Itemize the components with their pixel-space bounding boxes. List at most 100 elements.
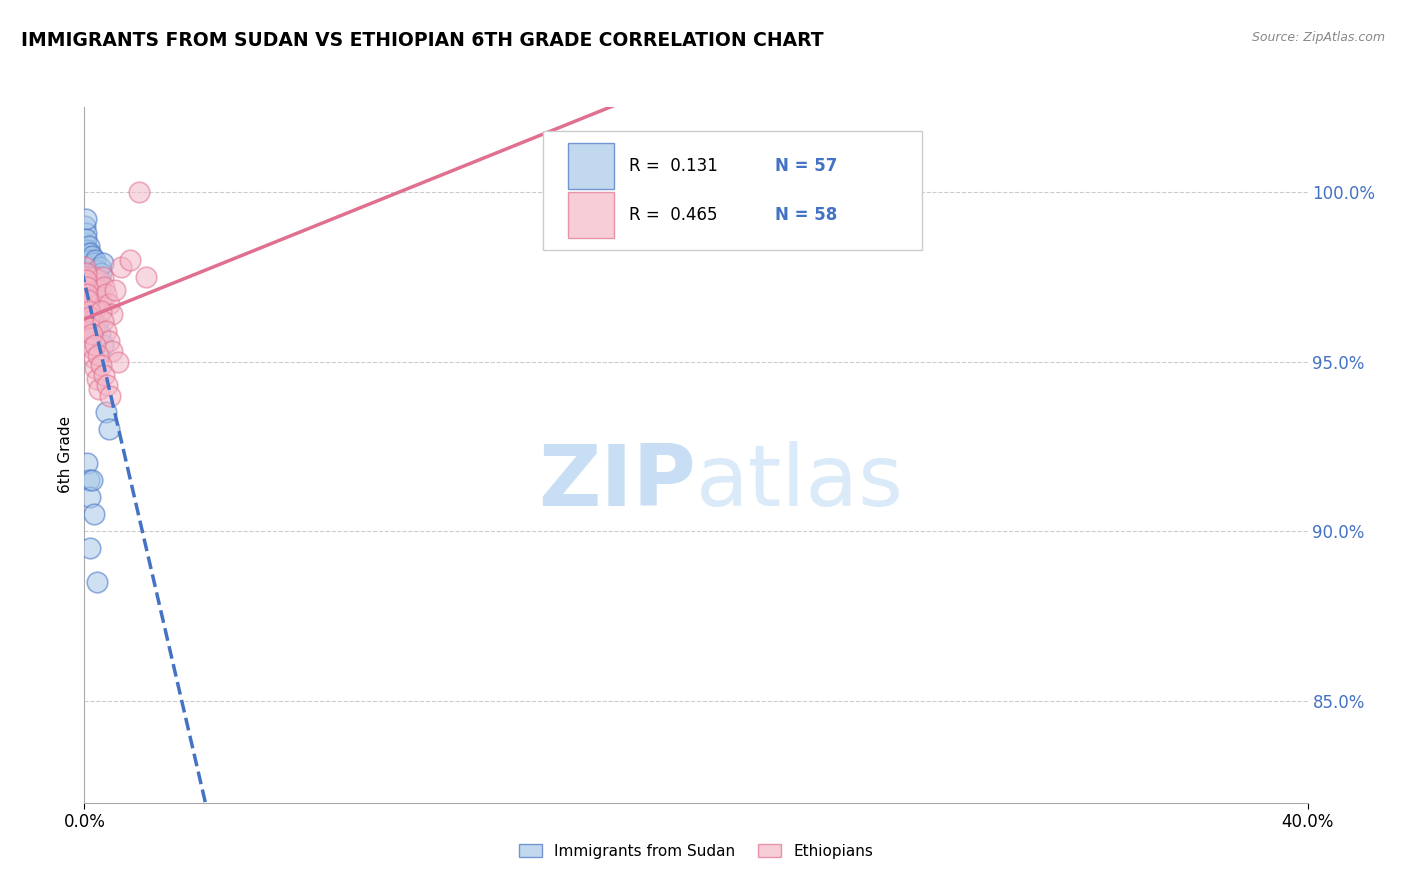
- Point: [76, 293, 98, 308]
- Point: [76, 310, 98, 325]
- Point: [75, 293, 97, 308]
- Text: R =  0.465: R = 0.465: [628, 206, 717, 224]
- Point: [79, 269, 101, 284]
- Point: [89, 283, 111, 297]
- Point: [80, 327, 103, 342]
- Point: [76, 280, 98, 294]
- Point: [79, 252, 101, 267]
- Point: [97, 334, 120, 349]
- Point: [75, 212, 97, 227]
- Point: [82, 341, 104, 355]
- Point: [76, 293, 98, 308]
- Point: [75, 260, 97, 274]
- Point: [83, 320, 105, 334]
- Point: [107, 354, 129, 368]
- Y-axis label: 6th Grade: 6th Grade: [58, 417, 73, 493]
- Point: [83, 256, 105, 270]
- Point: [90, 266, 112, 280]
- Point: [79, 277, 101, 291]
- Point: [84, 252, 107, 267]
- Point: [93, 280, 115, 294]
- Point: [76, 286, 98, 301]
- Point: [79, 277, 101, 291]
- Bar: [568, 193, 614, 237]
- Text: atlas: atlas: [696, 442, 904, 524]
- Point: [91, 314, 114, 328]
- Point: [97, 422, 120, 436]
- Point: [77, 293, 100, 308]
- Point: [75, 286, 97, 301]
- Point: [76, 457, 98, 471]
- Point: [80, 297, 103, 311]
- Point: [110, 260, 132, 274]
- Point: [86, 575, 108, 590]
- Point: [77, 266, 100, 280]
- Point: [76, 269, 98, 284]
- Point: [104, 283, 127, 297]
- Point: [77, 303, 100, 318]
- Point: [77, 314, 100, 328]
- Point: [75, 303, 97, 318]
- Point: [77, 249, 100, 263]
- Point: [94, 324, 117, 338]
- Point: [82, 249, 104, 263]
- Point: [101, 344, 124, 359]
- Point: [94, 405, 117, 419]
- Point: [120, 252, 142, 267]
- Point: [77, 310, 100, 325]
- Point: [128, 185, 150, 199]
- Point: [80, 266, 103, 280]
- Point: [77, 320, 100, 334]
- Point: [84, 280, 107, 294]
- Point: [77, 263, 100, 277]
- Point: [77, 474, 100, 488]
- Point: [77, 256, 100, 270]
- Point: [83, 269, 105, 284]
- Point: [80, 293, 103, 308]
- Point: [79, 541, 101, 556]
- Point: [86, 318, 108, 332]
- Point: [80, 260, 103, 274]
- Point: [90, 303, 112, 318]
- FancyBboxPatch shape: [543, 131, 922, 250]
- Text: R =  0.131: R = 0.131: [628, 157, 717, 175]
- Point: [77, 303, 100, 318]
- Point: [80, 303, 103, 318]
- Point: [87, 382, 110, 396]
- Point: [82, 314, 104, 328]
- Bar: [568, 144, 614, 188]
- Point: [75, 266, 97, 280]
- Point: [94, 286, 117, 301]
- Point: [76, 260, 98, 274]
- Point: [91, 337, 114, 351]
- Point: [77, 303, 100, 318]
- Text: IMMIGRANTS FROM SUDAN VS ETHIOPIAN 6TH GRADE CORRELATION CHART: IMMIGRANTS FROM SUDAN VS ETHIOPIAN 6TH G…: [21, 31, 824, 50]
- Point: [79, 246, 101, 260]
- Point: [79, 320, 101, 334]
- Point: [75, 269, 97, 284]
- Point: [76, 252, 98, 267]
- Point: [101, 307, 124, 321]
- Text: ZIP: ZIP: [538, 442, 696, 524]
- Point: [83, 351, 105, 366]
- Point: [89, 327, 111, 342]
- Point: [76, 243, 98, 257]
- Point: [87, 273, 110, 287]
- Point: [98, 388, 121, 402]
- Point: [79, 283, 101, 297]
- Point: [84, 337, 107, 351]
- Point: [80, 283, 103, 297]
- Point: [90, 293, 112, 308]
- Point: [80, 331, 103, 345]
- Point: [86, 263, 108, 277]
- Point: [76, 246, 98, 260]
- Point: [79, 491, 101, 505]
- Point: [86, 371, 108, 385]
- Point: [83, 508, 105, 522]
- Point: [97, 297, 120, 311]
- Text: N = 57: N = 57: [776, 157, 838, 175]
- Point: [90, 358, 112, 372]
- Point: [75, 226, 97, 240]
- Point: [76, 286, 98, 301]
- Point: [87, 297, 110, 311]
